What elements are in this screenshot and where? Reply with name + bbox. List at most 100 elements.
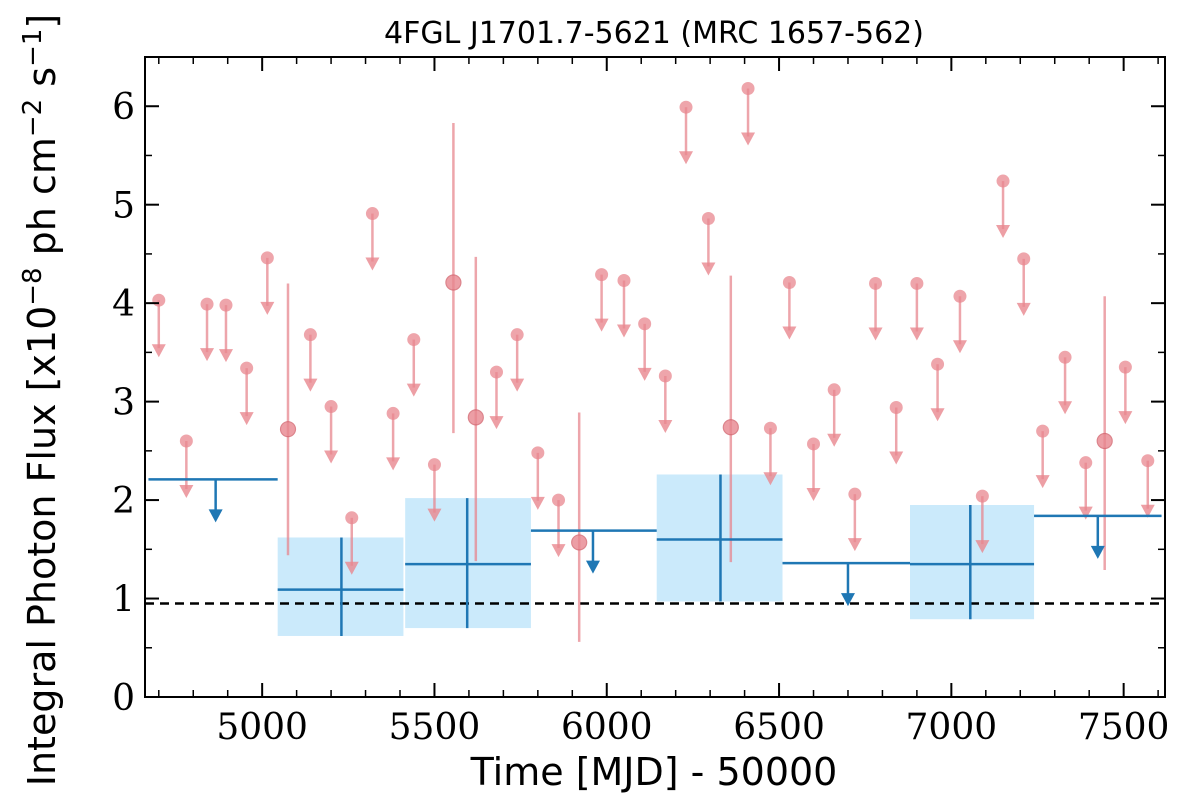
fine-upper-limit-arrow: [868, 327, 883, 341]
fine-upper-limit-arrow: [151, 344, 166, 358]
fine-detection-point: [571, 534, 588, 551]
coarse-upper-limit-arrow: [585, 560, 600, 574]
fine-upper-limit-point: [324, 400, 338, 414]
fine-upper-limit-arrow: [218, 349, 233, 363]
coarse-upper-limit-arrow: [1090, 545, 1105, 559]
fine-upper-limit-arrow: [179, 485, 194, 498]
fine-upper-limit-arrow: [782, 326, 797, 340]
fine-series-group: [151, 82, 1155, 642]
y-label-base: Integral Photon Flux [x10: [20, 306, 64, 787]
y-tick-label: 0: [112, 678, 135, 719]
coarse-uncertainty-bands: [277, 474, 1035, 636]
fine-upper-limit-point: [179, 434, 193, 448]
fine-upper-limit-point: [489, 365, 503, 379]
fine-upper-limit-arrow: [1078, 506, 1093, 520]
fine-upper-limit-point: [303, 328, 317, 342]
fine-upper-limit-point: [1017, 252, 1031, 266]
coarse-error-band: [910, 505, 1035, 620]
fine-upper-limit-arrow: [741, 132, 756, 146]
fine-upper-limit-arrow: [1140, 504, 1155, 518]
fine-upper-limit-arrow: [616, 324, 631, 338]
fine-upper-limit-arrow: [260, 301, 275, 315]
fine-detection-point: [1096, 432, 1113, 450]
fine-upper-limit-point: [407, 333, 421, 347]
fine-upper-limit-arrow: [365, 257, 380, 271]
fine-upper-limit-point: [240, 361, 254, 375]
fine-upper-limit-arrow: [1118, 411, 1133, 425]
fine-upper-limit-point: [531, 446, 545, 460]
fine-upper-limit-point: [1079, 456, 1093, 470]
fine-upper-limit-arrow: [324, 450, 339, 464]
fine-upper-limit-arrow: [637, 367, 652, 381]
fine-upper-limit-arrow: [489, 416, 504, 430]
fine-upper-limit-point: [1118, 360, 1132, 374]
fine-upper-limit-point: [827, 383, 841, 397]
x-axis-ticks: 5000 5500 6000 6500 7000 7500: [158, 57, 1170, 748]
coarse-series-group: [148, 474, 1162, 636]
fine-upper-limit-point: [782, 275, 796, 289]
fine-upper-limit-point: [869, 276, 883, 290]
y-label-end: ]: [20, 14, 64, 29]
fine-upper-limit-arrow: [303, 378, 318, 392]
fine-upper-limit-point: [975, 489, 989, 503]
coarse-upper-limit-arrow: [840, 593, 855, 607]
fine-upper-limit-point: [427, 458, 441, 472]
y-label-mid: ph cm: [20, 137, 64, 267]
fine-upper-limit-point: [552, 493, 566, 507]
fine-upper-limit-point: [219, 298, 233, 312]
fine-upper-limit-point: [807, 437, 821, 451]
fine-detection-point: [279, 421, 297, 438]
x-tick-label: 6500: [733, 707, 825, 748]
x-tick-label: 5000: [216, 707, 308, 748]
y-tick-label: 6: [112, 87, 135, 128]
fine-upper-limit-point: [638, 317, 652, 331]
fine-upper-limit-arrow: [594, 318, 609, 332]
y-tick-label: 5: [112, 186, 135, 227]
fine-upper-limit-arrow: [975, 540, 990, 554]
y-axis-ticks: 0 1 2 3 4 5 6: [112, 87, 1165, 719]
fine-upper-limit-point: [889, 401, 903, 415]
fine-upper-limit-arrow: [806, 487, 821, 501]
y-label-exp1: −8: [18, 267, 48, 305]
fine-upper-limit-point: [260, 251, 274, 265]
fine-upper-limit-point: [386, 406, 400, 420]
fine-upper-limit-arrow: [763, 472, 778, 486]
fine-upper-limit-arrow: [344, 561, 359, 575]
fine-upper-limit-point: [510, 328, 524, 342]
y-label-exp3: −1: [18, 29, 48, 67]
fine-detection-point: [445, 274, 462, 291]
fine-upper-limit-arrow: [952, 340, 967, 354]
fine-upper-limit-arrow: [909, 327, 924, 341]
y-tick-label: 3: [112, 383, 135, 424]
x-tick-label: 7000: [906, 707, 998, 748]
fine-upper-limit-point: [365, 207, 379, 221]
x-tick-label: 7500: [1078, 707, 1170, 748]
fine-upper-limit-point: [345, 511, 359, 525]
fine-upper-limit-point: [701, 211, 715, 225]
fine-upper-limit-point: [1058, 350, 1072, 364]
fine-upper-limit-arrow: [200, 348, 215, 362]
fine-upper-limit-point: [931, 357, 945, 371]
fine-upper-limit-arrow: [827, 433, 842, 447]
fine-upper-limit-point: [910, 276, 924, 290]
y-axis-label: Integral Photon Flux [x10−8 ph cm−2 s−1]: [18, 14, 64, 787]
fine-upper-limit-point: [1141, 454, 1155, 468]
fine-upper-limit-arrow: [427, 508, 442, 522]
fine-upper-limit-arrow: [530, 496, 545, 510]
fine-upper-limit-arrow: [1035, 475, 1050, 489]
fine-upper-limit-arrow: [930, 408, 945, 422]
fine-upper-limit-point: [152, 293, 166, 307]
y-tick-label: 1: [112, 580, 135, 621]
fine-upper-limit-arrow: [889, 451, 904, 465]
y-tick-label: 4: [112, 284, 135, 325]
fine-upper-limit-arrow: [658, 420, 673, 434]
fine-upper-limit-arrow: [701, 262, 716, 276]
fine-detection-point: [467, 409, 484, 426]
fine-detection-point: [722, 419, 739, 436]
fine-upper-limit-point: [763, 421, 777, 435]
fine-upper-limit-arrow: [239, 412, 254, 426]
x-tick-label: 6000: [561, 707, 653, 748]
fine-upper-limit-point: [658, 369, 672, 383]
fine-upper-limit-arrow: [386, 457, 401, 471]
